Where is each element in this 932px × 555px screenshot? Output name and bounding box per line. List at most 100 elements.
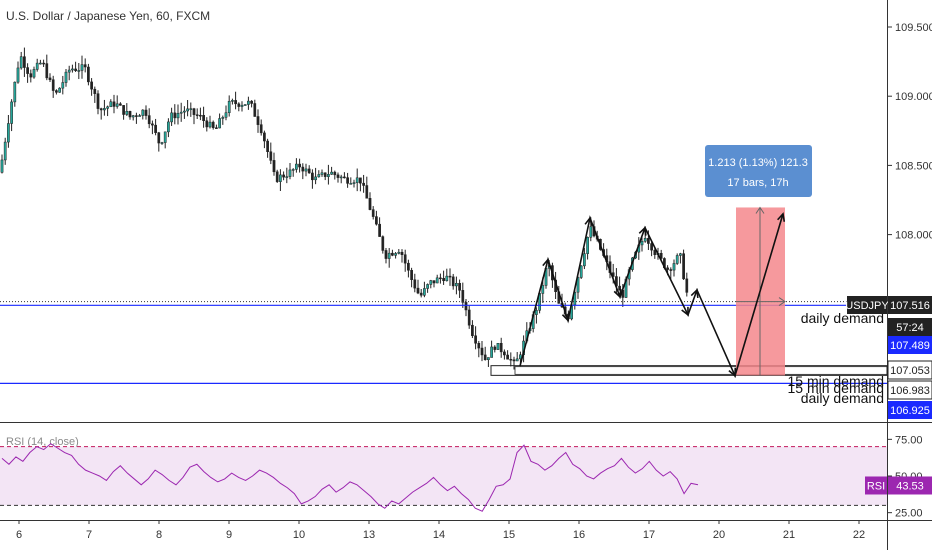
candle: [330, 166, 333, 175]
candle: [349, 177, 353, 185]
candle-body: [128, 111, 132, 118]
candle-body: [349, 183, 353, 185]
candle: [224, 105, 228, 121]
candle-body: [509, 358, 513, 361]
candle: [122, 105, 125, 120]
candle-body: [659, 253, 663, 259]
price-label-text: 107.489: [890, 340, 930, 352]
pattern-arrowhead: [681, 306, 689, 317]
candle-body: [327, 174, 330, 177]
candle-body: [87, 66, 90, 83]
candle: [451, 273, 455, 290]
candle-body: [39, 62, 42, 65]
candle-body: [343, 176, 346, 179]
candle: [259, 119, 263, 136]
candle: [208, 115, 212, 129]
price-label-bg: [888, 296, 932, 314]
candle-body: [218, 118, 221, 129]
candle: [51, 75, 55, 98]
candle-body: [96, 93, 100, 109]
candle-body: [109, 101, 113, 108]
candle-body: [429, 280, 433, 285]
candle: [384, 247, 388, 264]
candle: [503, 349, 506, 360]
candle-body: [224, 112, 228, 118]
candle: [391, 249, 394, 257]
candle: [16, 61, 20, 84]
candle-body: [240, 104, 244, 107]
candle: [400, 249, 404, 263]
candle-body: [112, 101, 116, 107]
candle: [272, 152, 276, 176]
rsi-value-bg: [888, 476, 932, 495]
candle-body: [173, 112, 177, 119]
candle-body: [679, 253, 682, 256]
candle: [419, 288, 423, 298]
price-label-line: 106.925: [888, 401, 932, 419]
candle-body: [682, 253, 685, 280]
candle: [90, 78, 93, 96]
time-tick-label: 21: [783, 529, 795, 541]
pattern-arrowhead: [613, 288, 622, 299]
candle-body: [19, 56, 23, 69]
candle-body: [311, 172, 314, 181]
candle-body: [477, 343, 481, 349]
candle-body: [183, 110, 186, 113]
time-tick-label: 10: [293, 529, 305, 541]
candle: [378, 217, 381, 237]
candle: [445, 268, 449, 282]
candle: [298, 158, 301, 173]
candle-body: [80, 64, 84, 71]
candle: [87, 63, 90, 86]
candle-body: [653, 249, 657, 255]
candle: [512, 356, 516, 370]
candle: [439, 273, 442, 284]
candle: [407, 259, 410, 278]
candle-body: [16, 67, 20, 83]
candle-body: [317, 174, 321, 178]
candle-body: [403, 254, 407, 264]
pattern-arrowhead: [584, 216, 593, 226]
price-label-last: 107.516: [888, 296, 932, 314]
candle-body: [410, 270, 413, 280]
candle: [320, 169, 324, 177]
candle-body: [154, 124, 157, 133]
candle-body: [487, 357, 490, 360]
candle: [58, 87, 61, 93]
candle: [583, 247, 586, 270]
candle: [269, 142, 273, 165]
price-label-bg: [888, 318, 932, 336]
candle: [304, 163, 308, 177]
time-tick-label: 22: [853, 529, 865, 541]
candle-body: [496, 343, 500, 350]
candle-body: [93, 88, 97, 94]
candle-body: [71, 68, 74, 71]
candle: [144, 105, 148, 120]
candle: [151, 120, 154, 135]
candle: [115, 95, 119, 109]
candle: [48, 73, 52, 82]
candle: [467, 305, 471, 329]
candle: [362, 174, 365, 193]
price-label-text: 107.053: [890, 365, 930, 377]
rsi-title: RSI (14, close): [6, 436, 79, 448]
candle: [135, 112, 138, 124]
candle-body: [167, 121, 170, 133]
candle-body: [192, 108, 196, 115]
candle: [39, 59, 42, 65]
candle-body: [583, 253, 586, 267]
candle-body: [333, 171, 337, 176]
chart-title: U.S. Dollar / Japanese Yen, 60, FXCM: [6, 9, 210, 23]
candle: [167, 118, 170, 138]
candle-body: [131, 115, 135, 118]
candle: [275, 169, 279, 183]
price-label-bg: [887, 360, 932, 380]
candle: [432, 280, 436, 288]
rsi-line: [1, 443, 699, 512]
measure-label-bg: [705, 145, 812, 197]
candle: [355, 168, 359, 192]
measure-arrowhead-up: [755, 206, 765, 214]
candle-body: [189, 108, 193, 110]
